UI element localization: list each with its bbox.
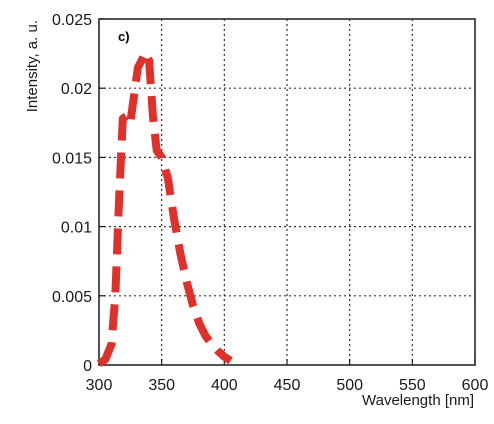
y-tick-label: 0.02	[61, 81, 92, 98]
y-tick-label: 0.01	[61, 220, 92, 237]
data-point	[130, 122, 131, 123]
x-tick-labels: 300 350 400 450 500 550 600	[86, 377, 489, 394]
x-tick-label: 400	[211, 377, 238, 394]
y-tick-label: 0	[83, 358, 92, 375]
x-axis-label: Wavelength [nm]	[362, 392, 474, 409]
data-point	[145, 52, 146, 53]
x-tick-label: 350	[148, 377, 175, 394]
grid	[99, 19, 475, 365]
y-axis-label: Intensity, a. u.	[24, 20, 41, 112]
x-tick-label: 450	[274, 377, 301, 394]
x-tick-label: 600	[462, 377, 489, 394]
panel-label: c)	[118, 29, 130, 44]
y-tick-label: 0.005	[52, 289, 92, 306]
x-tick-label: 550	[399, 377, 426, 394]
y-tick-labels: 0 0.005 0.01 0.015 0.02 0.025	[52, 12, 92, 375]
series-line	[96, 48, 233, 367]
tick-marks	[98, 18, 476, 366]
series-layer	[96, 48, 233, 367]
y-tick-label: 0.025	[52, 12, 92, 29]
x-tick-label: 300	[86, 377, 113, 394]
data-point	[211, 344, 212, 345]
x-tick-label: 500	[336, 377, 363, 394]
y-tick-label: 0.015	[52, 150, 92, 167]
data-point	[126, 115, 127, 116]
